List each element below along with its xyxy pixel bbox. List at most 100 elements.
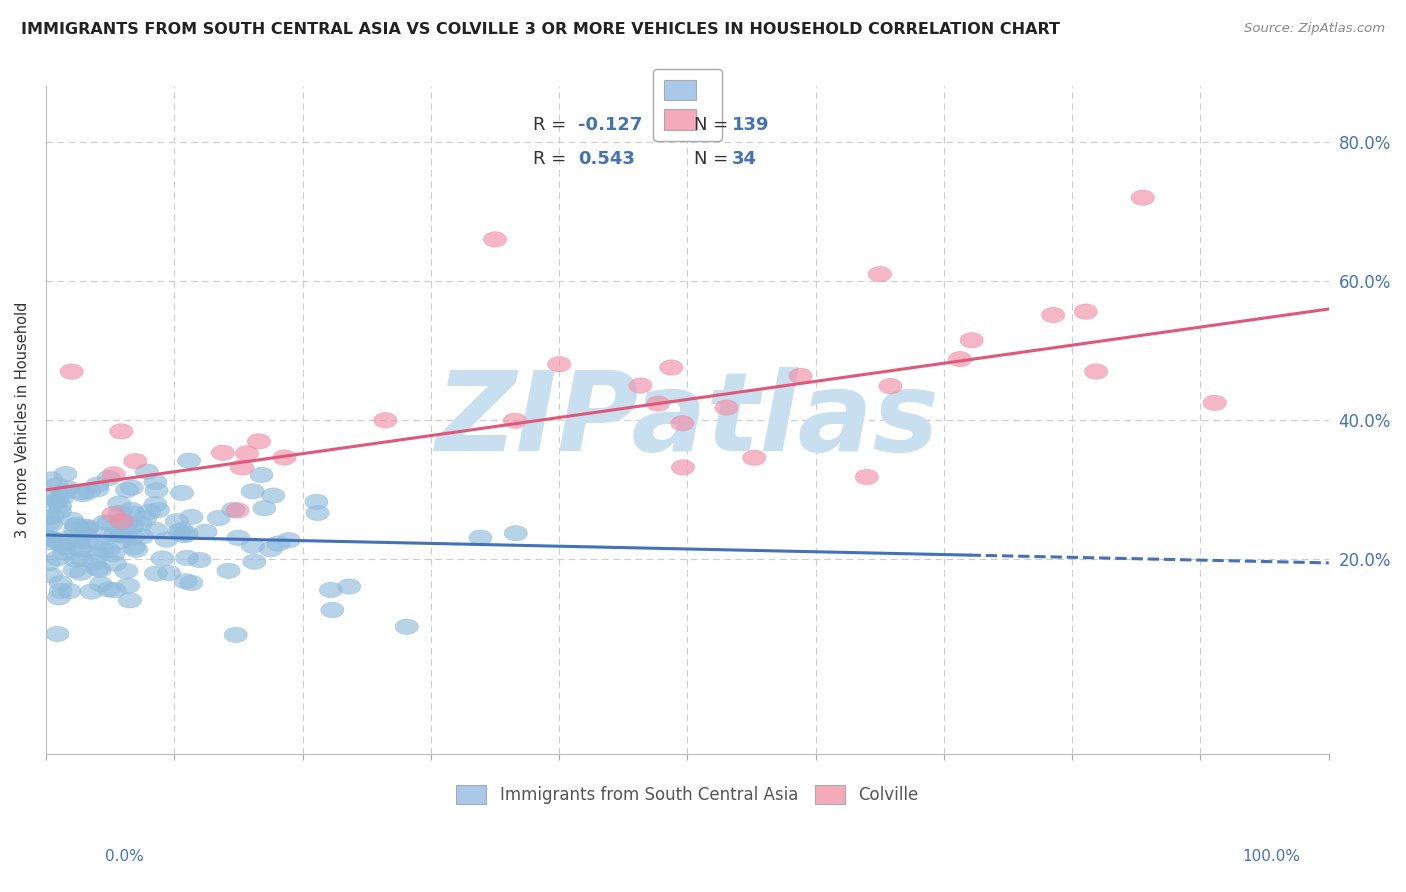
Ellipse shape [1074, 304, 1097, 319]
Text: 0.0%: 0.0% [105, 849, 145, 863]
Ellipse shape [121, 519, 143, 534]
Ellipse shape [548, 357, 571, 372]
Ellipse shape [53, 467, 77, 482]
Ellipse shape [76, 533, 98, 549]
Ellipse shape [242, 538, 264, 553]
Ellipse shape [52, 540, 76, 555]
Ellipse shape [104, 527, 127, 542]
Ellipse shape [117, 578, 139, 593]
Ellipse shape [273, 450, 295, 466]
Ellipse shape [76, 519, 98, 534]
Ellipse shape [231, 459, 253, 475]
Y-axis label: 3 or more Vehicles in Household: 3 or more Vehicles in Household [15, 302, 30, 539]
Ellipse shape [48, 590, 70, 605]
Ellipse shape [143, 475, 167, 490]
Ellipse shape [173, 527, 195, 543]
Ellipse shape [714, 400, 738, 415]
Ellipse shape [37, 516, 60, 531]
Ellipse shape [217, 563, 240, 578]
Ellipse shape [65, 519, 89, 534]
Text: 34: 34 [733, 150, 758, 168]
Ellipse shape [69, 542, 91, 558]
Ellipse shape [46, 626, 69, 641]
Ellipse shape [167, 524, 191, 539]
Ellipse shape [484, 232, 506, 247]
Ellipse shape [93, 527, 115, 542]
Ellipse shape [207, 510, 231, 525]
Ellipse shape [879, 378, 903, 394]
Ellipse shape [671, 416, 695, 431]
Ellipse shape [75, 522, 98, 537]
Text: R =: R = [533, 117, 572, 135]
Ellipse shape [41, 508, 65, 524]
Ellipse shape [176, 550, 198, 566]
Ellipse shape [129, 516, 152, 532]
Ellipse shape [45, 478, 67, 493]
Ellipse shape [45, 494, 67, 509]
Ellipse shape [503, 413, 526, 428]
Ellipse shape [108, 533, 132, 549]
Ellipse shape [247, 434, 270, 449]
Ellipse shape [110, 527, 134, 543]
Ellipse shape [104, 556, 127, 571]
Ellipse shape [70, 484, 93, 500]
Ellipse shape [93, 515, 117, 530]
Ellipse shape [101, 547, 125, 562]
Ellipse shape [83, 554, 105, 570]
Text: Source: ZipAtlas.com: Source: ZipAtlas.com [1244, 22, 1385, 36]
Text: ZIPatlas: ZIPatlas [436, 367, 939, 474]
Ellipse shape [108, 496, 131, 511]
Ellipse shape [103, 467, 125, 482]
Ellipse shape [226, 530, 250, 546]
Ellipse shape [69, 541, 91, 556]
Ellipse shape [319, 582, 343, 598]
Ellipse shape [110, 514, 134, 530]
Ellipse shape [131, 529, 153, 544]
Ellipse shape [91, 542, 115, 558]
Ellipse shape [742, 450, 766, 466]
Ellipse shape [337, 579, 361, 594]
Ellipse shape [628, 378, 652, 393]
Ellipse shape [37, 556, 60, 571]
Ellipse shape [110, 424, 132, 439]
Ellipse shape [86, 482, 110, 497]
Text: 0.543: 0.543 [578, 150, 636, 168]
Ellipse shape [52, 489, 75, 504]
Ellipse shape [52, 545, 76, 560]
Ellipse shape [97, 515, 121, 531]
Ellipse shape [97, 470, 121, 486]
Ellipse shape [110, 514, 134, 529]
Ellipse shape [235, 446, 259, 461]
Ellipse shape [49, 583, 72, 599]
Ellipse shape [86, 477, 110, 492]
Ellipse shape [262, 488, 285, 503]
Ellipse shape [122, 529, 145, 544]
Ellipse shape [135, 464, 159, 479]
Ellipse shape [253, 500, 276, 516]
Ellipse shape [470, 530, 492, 545]
Ellipse shape [305, 494, 328, 509]
Ellipse shape [647, 396, 669, 411]
Ellipse shape [224, 627, 247, 642]
Ellipse shape [49, 537, 72, 552]
Ellipse shape [166, 514, 188, 529]
Ellipse shape [180, 575, 202, 591]
Ellipse shape [90, 576, 112, 592]
Ellipse shape [114, 528, 136, 543]
Ellipse shape [243, 554, 266, 569]
Ellipse shape [122, 507, 146, 522]
Ellipse shape [86, 534, 110, 549]
Ellipse shape [170, 522, 193, 538]
Ellipse shape [226, 503, 249, 518]
Ellipse shape [188, 552, 211, 567]
Ellipse shape [659, 359, 683, 376]
Ellipse shape [70, 551, 93, 566]
Ellipse shape [38, 531, 62, 546]
Ellipse shape [89, 562, 111, 577]
Ellipse shape [949, 351, 972, 367]
Text: 100.0%: 100.0% [1243, 849, 1301, 863]
Ellipse shape [122, 540, 146, 555]
Ellipse shape [307, 505, 329, 521]
Legend: Immigrants from South Central Asia, Colville: Immigrants from South Central Asia, Colv… [449, 777, 927, 813]
Ellipse shape [374, 413, 396, 428]
